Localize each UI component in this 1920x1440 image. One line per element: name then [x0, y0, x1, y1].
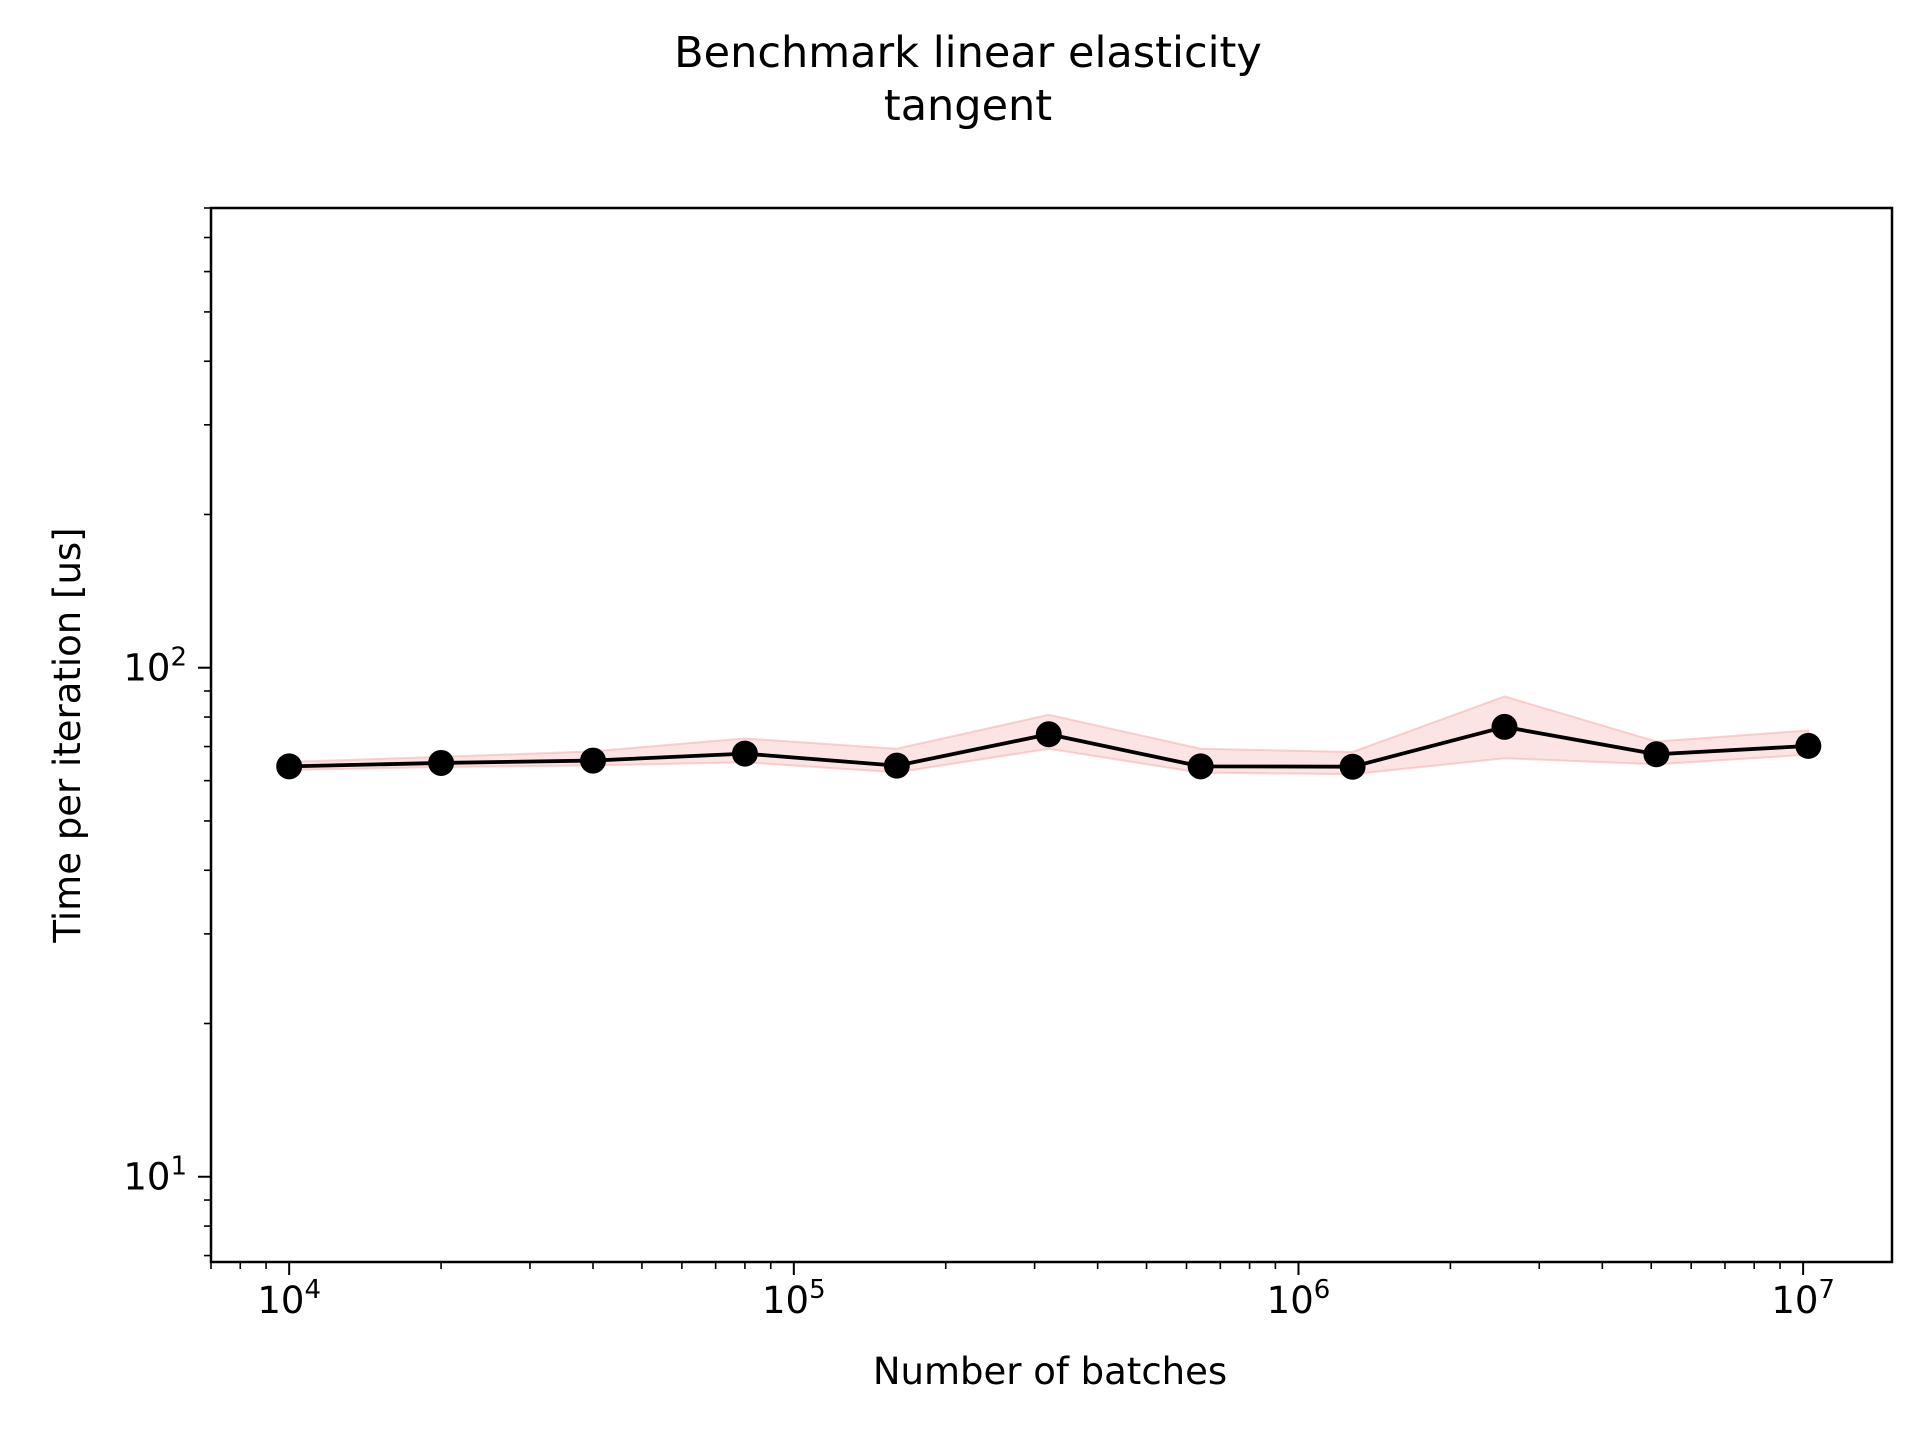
- chart-subtitle: tangent: [884, 81, 1052, 131]
- x-tick-label: 105: [762, 1275, 826, 1322]
- data-point: [276, 753, 303, 780]
- chart-title: Benchmark linear elasticity: [674, 28, 1262, 78]
- x-tick-label: 104: [257, 1275, 321, 1322]
- y-tick-label: 102: [123, 643, 187, 690]
- data-point: [1643, 741, 1670, 768]
- data-point: [580, 747, 607, 774]
- data-point: [1491, 713, 1518, 740]
- y-tick-labels: 101 102: [123, 643, 187, 1199]
- data-point: [731, 740, 758, 767]
- data-point: [1187, 753, 1214, 780]
- data-point: [1339, 753, 1366, 780]
- y-axis-label: Time per iteration [us]: [46, 527, 89, 943]
- major-ticks: [198, 666, 1805, 1275]
- x-tick-label: 106: [1267, 1275, 1331, 1322]
- data-point: [1035, 721, 1062, 748]
- x-axis-label: Number of batches: [873, 1350, 1227, 1393]
- y-tick-label: 101: [123, 1152, 187, 1199]
- data-point: [883, 752, 910, 779]
- x-tick-label: 107: [1771, 1275, 1835, 1322]
- x-tick-labels: 104 105 106 107: [257, 1275, 1835, 1322]
- data-point-layer: [276, 713, 1822, 780]
- plot-frame: [209, 206, 1894, 1264]
- data-point: [428, 749, 455, 776]
- data-point: [1795, 732, 1822, 759]
